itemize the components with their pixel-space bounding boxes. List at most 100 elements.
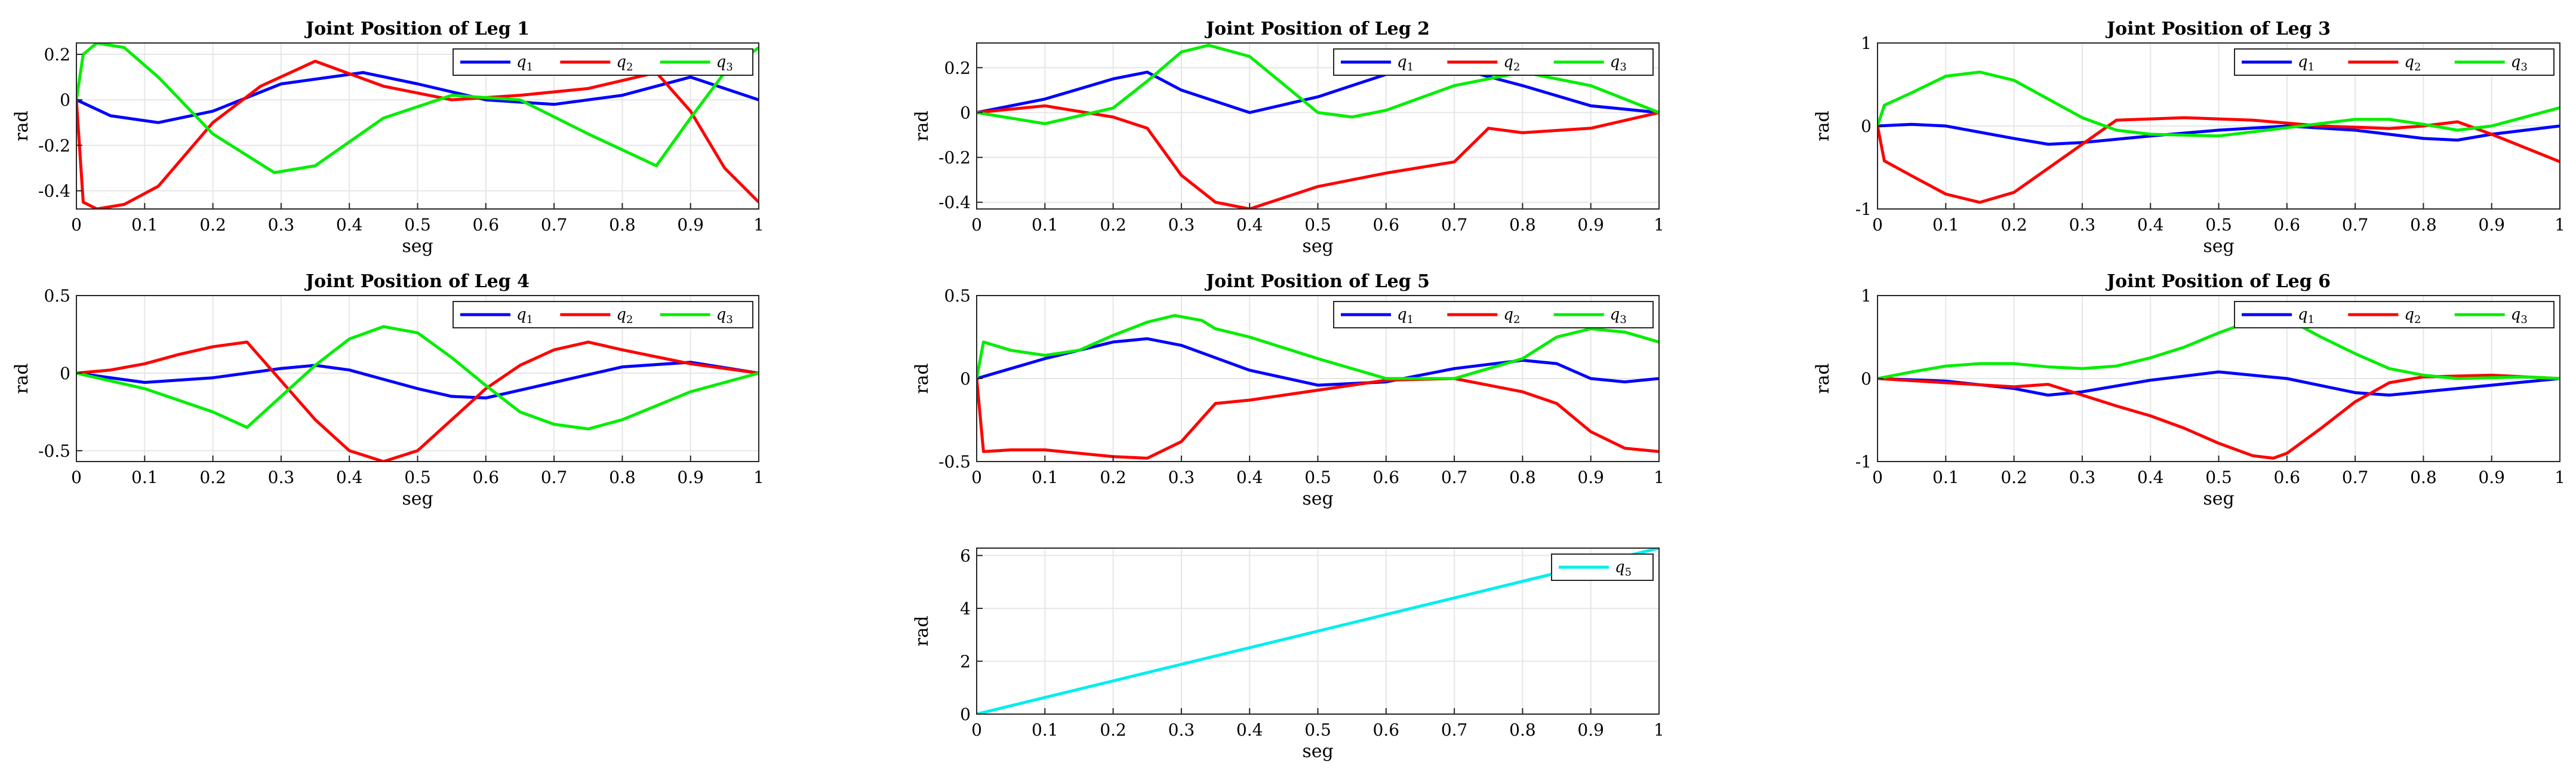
series-line-q1 [977, 337, 1659, 387]
x-tick-label: 0.5 [404, 468, 431, 487]
x-tick-label: 0.3 [2069, 468, 2096, 487]
legend-label-q3: q3 [2511, 53, 2528, 73]
x-tick-label: 1 [753, 468, 764, 487]
x-tick-label: 0.6 [2274, 468, 2301, 487]
x-tick-label: 0.8 [1509, 720, 1536, 740]
y-tick-label: 0 [960, 705, 971, 724]
series-line-q3 [76, 43, 759, 174]
x-tick-label: 0.4 [336, 215, 363, 235]
chart-title: Joint Position of Leg 6 [2105, 271, 2331, 292]
legend: q1 q2 q3 [2234, 301, 2555, 328]
y-tick-label: -1 [1855, 199, 1872, 219]
x-tick-label: 0.6 [1373, 468, 1400, 487]
legend: q1 q2 q3 [1333, 301, 1654, 328]
x-tick-label: 0.8 [1509, 468, 1536, 487]
x-axis-label: seg [1302, 488, 1333, 509]
x-tick-label: 0.8 [2410, 468, 2437, 487]
legend: q1 q2 q3 [453, 48, 753, 76]
x-tick-label: 0.8 [1509, 215, 1536, 235]
x-tick-label: 0.1 [1032, 215, 1058, 235]
x-tick-label: 0.1 [1032, 468, 1058, 487]
x-tick-label: 0.1 [131, 215, 158, 235]
chart-title: Joint Position of Leg 1 [304, 19, 530, 39]
x-axis-label: seg [1302, 741, 1333, 762]
y-tick-label: 0 [60, 364, 70, 383]
y-tick-label: -0.5 [938, 452, 971, 472]
x-tick-label: 0.5 [404, 215, 431, 235]
x-tick-label: 0 [1872, 468, 1883, 487]
y-axis-label: rad [912, 110, 932, 141]
legend-label-q2: q2 [616, 306, 633, 326]
y-tick-label: -0.2 [938, 148, 971, 168]
legend-label-q3: q3 [1610, 53, 1627, 73]
x-tick-label: 0.5 [2205, 468, 2232, 487]
y-tick-label: 6 [960, 546, 971, 565]
y-tick-label: 1 [1861, 286, 1872, 306]
x-tick-label: 0.2 [1100, 215, 1127, 235]
x-tick-label: 0.8 [609, 215, 636, 235]
x-tick-label: 0.8 [609, 468, 636, 487]
x-tick-label: 0.3 [268, 468, 295, 487]
y-axis-label: rad [1812, 110, 1833, 141]
y-tick-label: 0.5 [944, 286, 971, 306]
series-line-q1 [76, 361, 759, 399]
x-tick-label: 1 [2555, 215, 2565, 235]
legend-label-q3: q3 [2511, 306, 2528, 326]
legend-label-q1: q1 [1397, 53, 1414, 73]
x-tick-label: 1 [1654, 468, 1664, 487]
x-tick-label: 0.6 [1373, 215, 1400, 235]
x-tick-label: 0 [1872, 215, 1883, 235]
chart-title: Joint Position of Leg 5 [1204, 271, 1430, 292]
x-tick-label: 0.3 [1168, 215, 1195, 235]
x-tick-label: 0 [71, 215, 82, 235]
x-tick-label: 0.9 [1577, 468, 1604, 487]
x-tick-label: 0.5 [1304, 215, 1331, 235]
series-line-q3 [1878, 317, 2560, 380]
x-tick-label: 0.7 [2342, 215, 2369, 235]
x-axis-label: seg [1302, 236, 1333, 257]
series-line-q2 [1878, 116, 2560, 204]
legend-label-q3: q3 [716, 306, 733, 326]
y-tick-label: 0.5 [44, 286, 70, 306]
chart-title: Joint Position of Leg 2 [1204, 19, 1430, 39]
x-tick-label: 0.4 [1236, 468, 1263, 487]
x-tick-label: 0.4 [2137, 468, 2164, 487]
y-axis-label: rad [11, 363, 32, 393]
chart-title: Joint Position of Leg 4 [304, 271, 530, 292]
y-axis-label: rad [912, 616, 932, 646]
series-line-q1 [1878, 370, 2560, 397]
x-tick-label: 0.6 [473, 468, 500, 487]
x-tick-label: 1 [1654, 720, 1664, 740]
x-tick-label: 0.7 [1441, 468, 1468, 487]
legend-label-q1: q1 [2298, 306, 2315, 326]
x-tick-label: 0.9 [1577, 215, 1604, 235]
legend: q1 q2 q3 [453, 301, 753, 328]
y-tick-label: -0.4 [38, 182, 70, 201]
y-tick-label: 1 [1861, 33, 1872, 53]
x-tick-label: 0.1 [1932, 468, 1959, 487]
chart-2: 0 0.1 0.2 0.3 0.4 0.5 0.6 0.7 0.8 0.9 1 -0.4 -0.2 0 0.… [912, 19, 1664, 257]
legend-label-q3: q3 [716, 53, 733, 73]
x-axis-label: seg [2203, 488, 2234, 509]
series-line-q1 [1878, 122, 2560, 146]
x-tick-label: 0.5 [1304, 468, 1331, 487]
legend-label-q2: q2 [616, 53, 633, 73]
legend: q1 q2 q3 [2234, 48, 2555, 76]
series-line-q2 [1878, 373, 2560, 460]
x-tick-label: 0 [71, 468, 82, 487]
legend-label-q1: q1 [1397, 306, 1414, 326]
x-tick-label: 0.4 [336, 468, 363, 487]
y-tick-label: 0.2 [944, 58, 971, 78]
chart-title: Joint Position of Leg 3 [2105, 19, 2331, 39]
y-axis-label: rad [912, 363, 932, 393]
y-axis-label: rad [11, 110, 32, 141]
series-line-q1 [977, 66, 1659, 114]
x-tick-label: 0.3 [1168, 468, 1195, 487]
y-axis-label: rad [1812, 363, 1833, 393]
x-tick-label: 0.6 [1373, 720, 1400, 740]
x-tick-label: 0.6 [2274, 215, 2301, 235]
x-axis-label: seg [402, 488, 433, 509]
y-tick-label: -1 [1855, 452, 1872, 472]
y-tick-label: 0 [1861, 369, 1872, 389]
y-tick-label: 0 [960, 103, 971, 122]
